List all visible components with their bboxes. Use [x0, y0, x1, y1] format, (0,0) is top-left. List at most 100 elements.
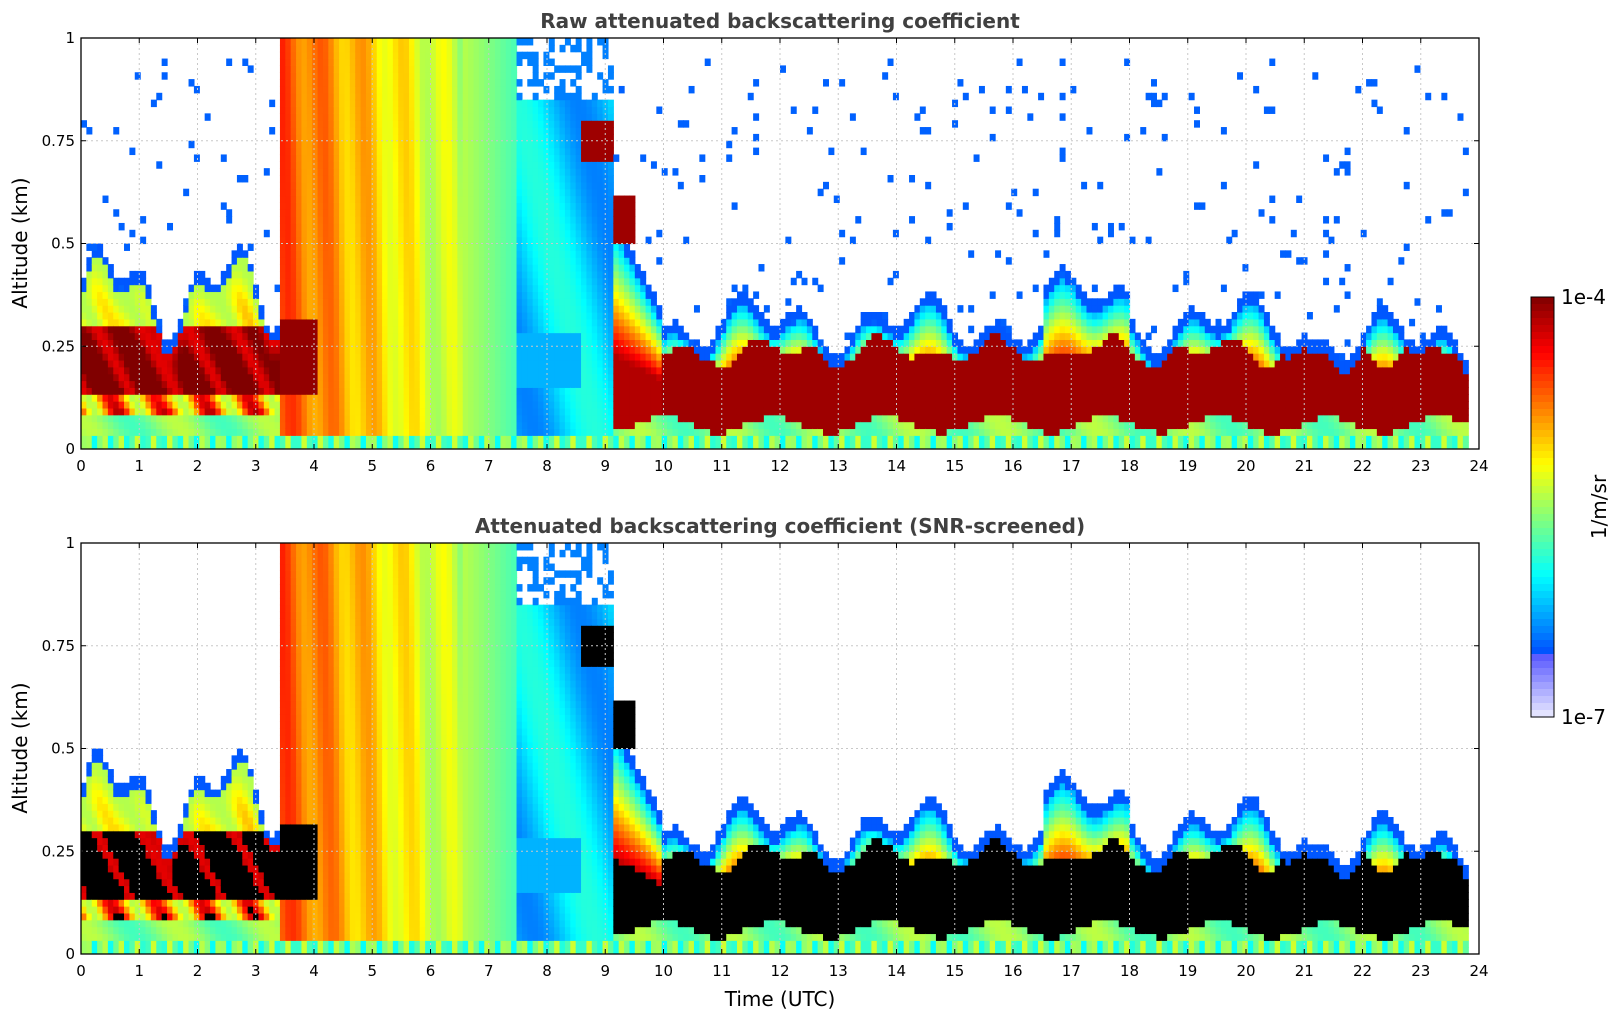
heatmap-cell	[489, 401, 496, 409]
heatmap-cell	[258, 325, 265, 334]
heatmap-cell	[581, 222, 588, 231]
heatmap-cell	[441, 380, 448, 388]
heatmap-cell	[140, 380, 147, 388]
heatmap-cell	[306, 106, 313, 114]
heatmap-cell	[414, 291, 421, 299]
heatmap-cell	[489, 229, 496, 238]
heatmap-cell	[360, 325, 367, 334]
heatmap-cell	[349, 394, 356, 402]
heatmap-cell	[140, 387, 147, 395]
heatmap-cell	[500, 44, 507, 53]
heatmap-cell	[118, 421, 125, 430]
heatmap-cell	[344, 318, 351, 327]
heatmap-cell	[247, 421, 254, 430]
heatmap-cell	[231, 401, 238, 409]
heatmap-cell	[607, 65, 614, 73]
heatmap-cell	[296, 332, 303, 340]
heatmap-cell	[349, 291, 356, 299]
heatmap-cell	[215, 325, 222, 334]
heatmap-cell	[312, 140, 319, 149]
heatmap-cell	[403, 366, 410, 375]
heatmap-cell	[640, 421, 647, 430]
heatmap-cell	[521, 298, 528, 306]
heatmap-cell	[290, 359, 297, 368]
heatmap-cell	[322, 209, 329, 217]
heatmap-cell	[624, 407, 631, 416]
heatmap-cell	[500, 85, 507, 94]
heatmap-cell	[699, 359, 706, 368]
heatmap-cell	[419, 250, 426, 258]
heatmap-cell	[365, 216, 372, 224]
heatmap-cell	[382, 202, 389, 210]
heatmap-cell	[688, 435, 695, 443]
heatmap-cell	[290, 113, 297, 121]
heatmap-cell	[591, 209, 598, 217]
heatmap-cell	[113, 421, 120, 430]
heatmap-cell	[607, 209, 614, 217]
heatmap-cell	[511, 407, 518, 416]
heatmap-cell	[118, 332, 125, 340]
heatmap-cell	[365, 85, 372, 94]
heatmap-cell	[339, 359, 346, 368]
heatmap-cell	[613, 236, 620, 245]
heatmap-cell	[279, 291, 286, 299]
heatmap-cell	[586, 401, 593, 409]
heatmap-cell	[570, 140, 577, 149]
heatmap-cell	[301, 202, 308, 210]
heatmap-cell	[188, 407, 195, 416]
heatmap-cell	[527, 236, 534, 245]
heatmap-cell	[360, 154, 367, 162]
heatmap-cell	[548, 250, 555, 258]
heatmap-cell	[253, 394, 260, 402]
heatmap-cell	[430, 222, 437, 231]
heatmap-cell	[285, 188, 292, 197]
heatmap-cell	[457, 264, 464, 272]
heatmap-cell	[253, 407, 260, 416]
heatmap-cell	[167, 346, 174, 354]
heatmap-cell	[215, 298, 222, 306]
heatmap-cell	[355, 380, 362, 388]
heatmap-cell	[548, 284, 555, 293]
heatmap-cell	[597, 428, 604, 436]
heatmap-cell	[489, 277, 496, 286]
heatmap-cell	[591, 380, 598, 388]
heatmap-cell	[107, 339, 114, 347]
heatmap-cell	[430, 257, 437, 265]
heatmap-cell	[532, 435, 539, 443]
heatmap-cell	[575, 133, 582, 142]
heatmap-cell	[484, 65, 491, 73]
heatmap-cell	[478, 222, 485, 231]
heatmap-cell	[484, 407, 491, 416]
heatmap-cell	[333, 92, 340, 101]
heatmap-cell	[328, 106, 335, 114]
heatmap-cell	[387, 257, 394, 265]
heatmap-cell	[516, 414, 523, 423]
heatmap-cell	[355, 154, 362, 162]
heatmap-cell	[382, 270, 389, 279]
heatmap-cell	[113, 353, 120, 361]
heatmap-cell	[645, 387, 652, 395]
heatmap-cell	[91, 421, 98, 430]
heatmap-cell	[425, 264, 432, 272]
heatmap-cell	[408, 209, 415, 217]
heatmap-cell	[226, 264, 233, 272]
heatmap-cell	[183, 325, 190, 334]
heatmap-cell	[511, 147, 518, 156]
heatmap-cell	[629, 366, 636, 375]
heatmap-cell	[317, 373, 324, 382]
heatmap-cell	[317, 161, 324, 169]
heatmap-cell	[322, 175, 329, 183]
heatmap-cell	[306, 127, 313, 135]
heatmap-cell	[591, 428, 598, 436]
heatmap-cell	[473, 92, 480, 101]
heatmap-cell	[183, 380, 190, 388]
heatmap-cell	[624, 236, 631, 245]
heatmap-cell	[91, 291, 98, 299]
heatmap-cell	[145, 318, 152, 327]
heatmap-cell	[521, 133, 528, 142]
heatmap-cell	[527, 407, 534, 416]
heatmap-cell	[500, 181, 507, 190]
heatmap-cell	[322, 202, 329, 210]
heatmap-cell	[661, 168, 668, 176]
heatmap-cell	[435, 243, 442, 251]
